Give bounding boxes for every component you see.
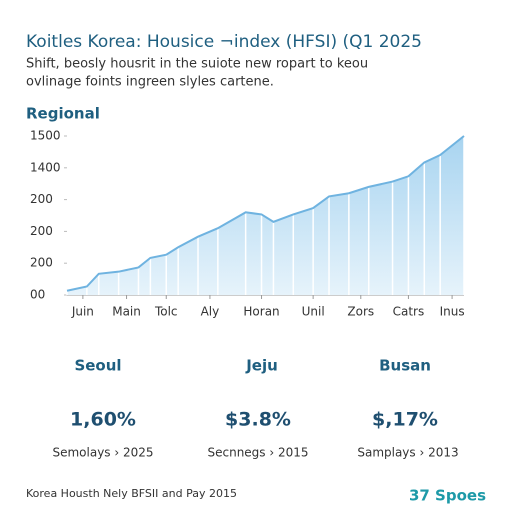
footer-brand: 37 Spoes [409, 487, 486, 505]
area [67, 136, 464, 295]
card-note: Secnnegs › 2015 [207, 446, 308, 460]
title: Koitles Korea: Housice ¬index (HFSI) (Q1… [26, 32, 422, 52]
x-tick-label: Main [112, 305, 141, 319]
card-value: 1,60% [70, 409, 136, 431]
x-tick-label: Aly [201, 305, 220, 319]
card-region: Jeju [245, 357, 278, 375]
x-tick-label: Juin [71, 305, 94, 319]
card-value: $,17% [372, 409, 438, 431]
y-tick-label: 200 [30, 224, 53, 238]
line [66, 135, 465, 292]
y-tick-label: 1500 [30, 129, 61, 143]
card-region: Seoul [74, 357, 121, 375]
card-value: $3.8% [225, 409, 291, 431]
subtitle: ovlinage foints ingreen slyles cartene. [26, 75, 274, 90]
card-note: Semolays › 2025 [52, 446, 153, 460]
x-tick-label: Horan [243, 305, 279, 319]
section-title: Regional [26, 105, 100, 123]
x-tick-label: Catrs [393, 305, 425, 319]
x-tick-label: Inus [440, 305, 465, 319]
y-tick-label: 00 [30, 288, 45, 302]
x-tick-label: Unil [302, 305, 325, 319]
x-tick-label: Tolc [154, 305, 178, 319]
card-region: Busan [379, 357, 431, 375]
plot: 00 200 200 200 1400 1500 Juin Main Tolc Aly Horan U… [30, 129, 465, 319]
y-tick-label: 200 [30, 192, 53, 206]
y-tick-label: 1400 [30, 160, 61, 174]
footer-note: Korea Housth Nely BFSII and Pay 2015 [26, 487, 237, 500]
subtitle: Shift, beosly housrit in the suiote new … [26, 57, 368, 72]
card-note: Samplays › 2013 [357, 446, 458, 460]
y-tick-label: 200 [30, 256, 53, 270]
x-tick-label: Zors [347, 305, 374, 319]
